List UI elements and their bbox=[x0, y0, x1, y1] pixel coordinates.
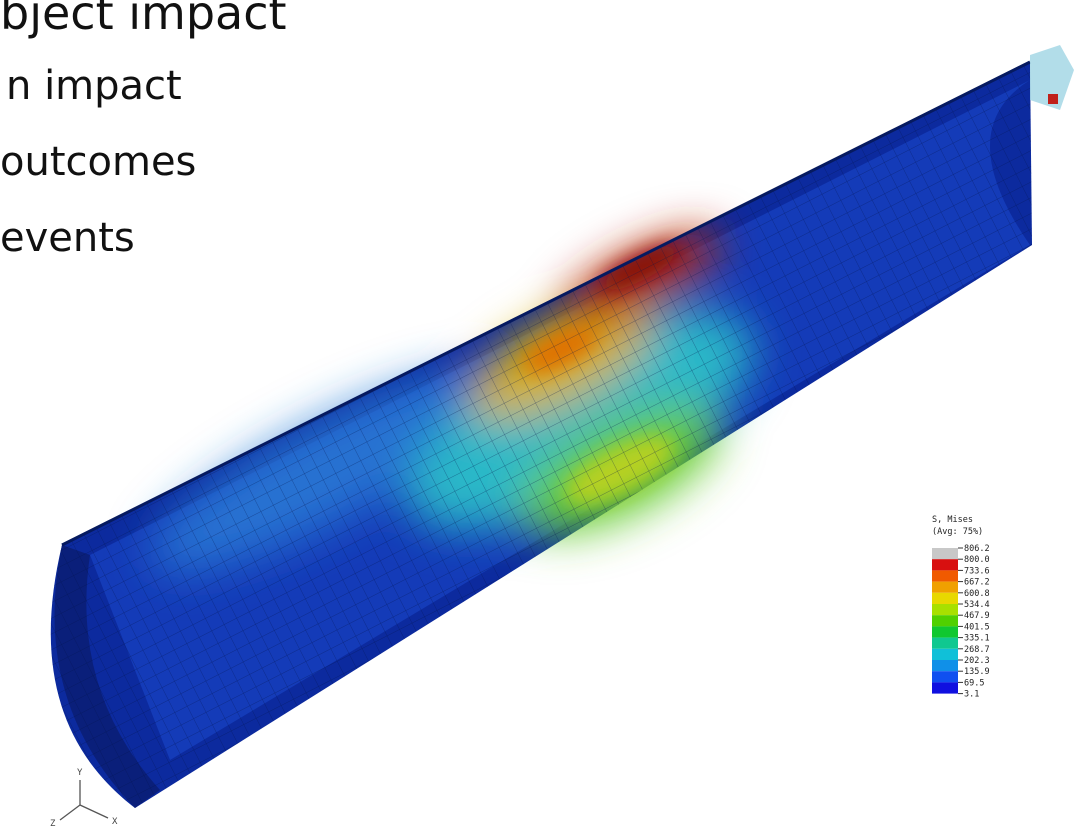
legend-swatch bbox=[932, 570, 958, 581]
slide-line: events bbox=[0, 218, 135, 258]
legend-label: 335.1 bbox=[964, 634, 990, 644]
slide: S, Mises (Avg: 75%) 806.2800.0733.6 667.260… bbox=[0, 0, 1074, 829]
legend-swatch bbox=[932, 604, 958, 615]
legend-label: 3.1 bbox=[964, 690, 979, 700]
triad-label: X bbox=[112, 817, 118, 827]
legend-subtitle: (Avg: 75%) bbox=[932, 527, 983, 537]
legend-swatch bbox=[932, 593, 958, 604]
legend-title: S, Mises bbox=[932, 515, 973, 525]
legend-label: 401.5 bbox=[964, 622, 990, 632]
legend-label: 534.4 bbox=[964, 600, 990, 610]
legend-label: 800.0 bbox=[964, 555, 990, 565]
legend-swatch bbox=[932, 582, 958, 593]
triad-label: Z bbox=[50, 819, 56, 829]
legend-swatch bbox=[932, 671, 958, 682]
legend-label: 600.8 bbox=[964, 589, 990, 599]
legend-swatch bbox=[932, 660, 958, 671]
triad-label: Y bbox=[77, 768, 83, 778]
legend-swatch bbox=[932, 649, 958, 660]
legend-label: 806.2 bbox=[964, 544, 990, 554]
legend-swatch bbox=[932, 548, 958, 559]
view-cube bbox=[1030, 45, 1074, 110]
legend-label: 69.5 bbox=[964, 678, 984, 688]
legend-label: 667.2 bbox=[964, 578, 990, 588]
slide-line: outcomes bbox=[0, 142, 196, 182]
legend-swatch bbox=[932, 559, 958, 570]
fea-plot: S, Mises (Avg: 75%) 806.2800.0733.6 667.260… bbox=[0, 0, 1074, 829]
legend-label: 467.9 bbox=[964, 611, 990, 621]
legend-label: 268.7 bbox=[964, 645, 990, 655]
legend-label: 202.3 bbox=[964, 656, 990, 666]
triad bbox=[60, 780, 108, 820]
legend-label: 733.6 bbox=[964, 566, 990, 576]
legend-label: 135.9 bbox=[964, 667, 990, 677]
legend-swatch bbox=[932, 638, 958, 649]
legend-swatch bbox=[932, 682, 958, 693]
slide-line: n impact bbox=[6, 66, 182, 106]
slide-line: bject impact bbox=[0, 0, 287, 36]
legend-swatch bbox=[932, 626, 958, 637]
legend-swatch bbox=[932, 615, 958, 626]
tube bbox=[51, 62, 1032, 808]
